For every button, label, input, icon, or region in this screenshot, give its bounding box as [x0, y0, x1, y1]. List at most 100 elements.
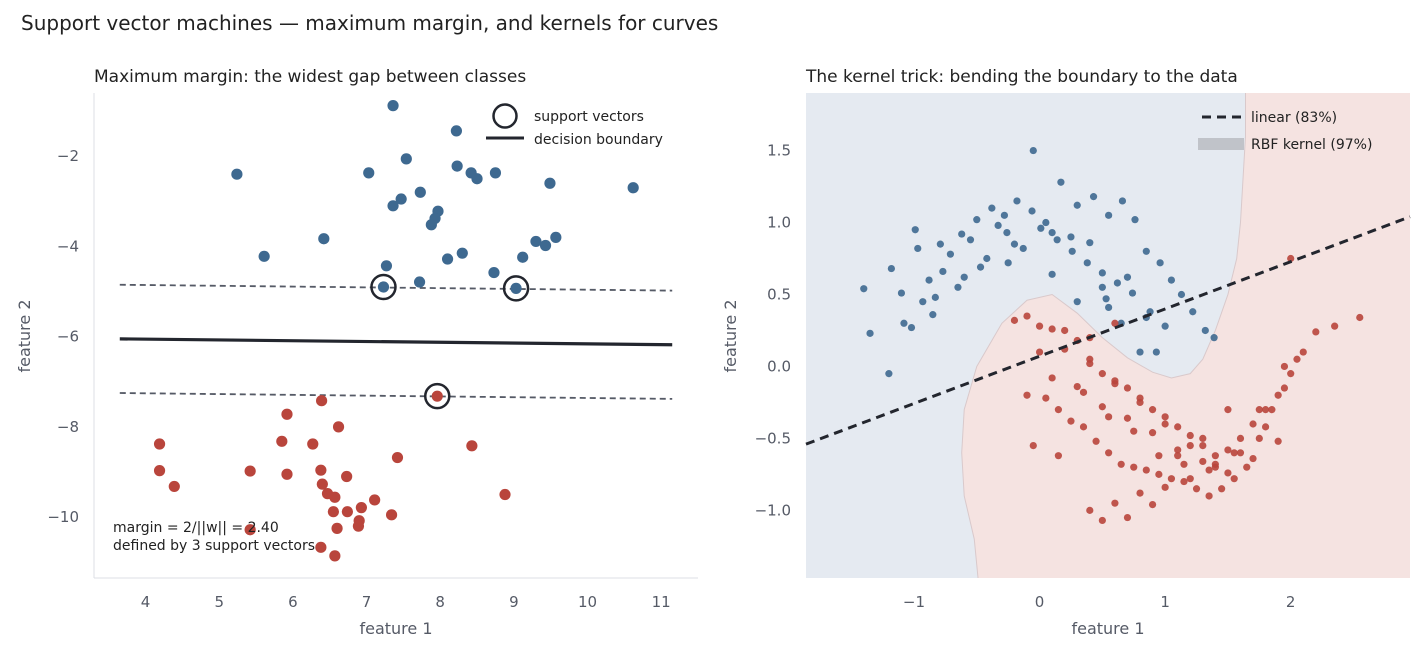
max-margin-point-class-0 [451, 160, 463, 172]
kernel-point-class-0 [1201, 326, 1209, 335]
max-margin-point-class-1 [329, 491, 341, 503]
kernel-point-class-0 [1210, 334, 1218, 342]
kernel-point-class-1 [1029, 441, 1037, 450]
kernel-point-class-1 [1054, 406, 1062, 414]
legend-support-vectors: support vectors [534, 109, 644, 125]
kernel-point-class-1 [1067, 417, 1075, 425]
kernel-point-class-1 [1255, 434, 1263, 443]
kernel-point-class-0 [1156, 259, 1164, 267]
kernel-point-class-0 [1000, 211, 1009, 219]
max-margin-point-class-1 [168, 480, 180, 493]
kernel-point-class-1 [1186, 441, 1194, 450]
max-margin-point-class-0 [363, 167, 375, 179]
kernel-point-class-0 [900, 319, 908, 327]
max-margin-point-class-1 [281, 408, 293, 420]
kernel-point-class-0 [939, 267, 947, 276]
kernel-point-class-1 [1123, 384, 1132, 392]
kernel-xtick-label: −1 [903, 593, 925, 611]
kernel-point-class-1 [1205, 466, 1213, 474]
max-margin-point-class-0 [627, 182, 639, 194]
kernel-point-class-1 [1117, 460, 1125, 468]
kernel-point-class-0 [1136, 348, 1144, 356]
kernel-point-class-0 [1123, 273, 1132, 281]
kernel-point-class-0 [897, 289, 906, 297]
kernel-point-class-0 [1189, 308, 1197, 316]
kernel-point-class-1 [1148, 406, 1157, 414]
max-margin-point-class-1 [355, 502, 367, 514]
kernel-point-class-1 [1148, 429, 1157, 437]
kernel-point-class-1 [1048, 374, 1056, 382]
max-margin-xtick-label: 8 [435, 593, 445, 611]
max-margin-point-class-0 [441, 253, 454, 265]
kernel-point-class-0 [954, 283, 962, 291]
max-margin-point-class-1 [153, 465, 166, 477]
kernel-xlabel: feature 1 [1071, 619, 1144, 638]
margin-line-upper [119, 283, 673, 292]
rbf-region-class-1 [961, 93, 1410, 578]
kernel-point-class-1 [1261, 423, 1270, 431]
kernel-point-class-0 [1028, 207, 1036, 215]
kernel-point-class-1 [1111, 319, 1119, 327]
max-margin-xtick-label: 4 [141, 593, 151, 611]
max-margin-point-class-0 [414, 186, 426, 198]
max-margin-point-class-0 [456, 247, 468, 259]
max-margin-point-class-0 [395, 193, 407, 205]
max-margin-legend: support vectors decision boundary [486, 103, 663, 148]
kernel-point-class-1 [1312, 328, 1320, 336]
kernel-point-class-1 [1199, 457, 1207, 466]
kernel-point-class-1 [1167, 475, 1176, 483]
rbf-boundary-edge [961, 93, 1246, 579]
max-margin-point-class-1 [352, 520, 365, 532]
kernel-point-class-1 [1035, 322, 1044, 330]
max-margin-xtick-label: 7 [362, 593, 372, 611]
kernel-point-class-1 [1079, 423, 1088, 431]
support-vector-ring [502, 275, 530, 302]
kernel-point-class-0 [960, 273, 968, 281]
kernel-title: The kernel trick: bending the boundary t… [805, 67, 1238, 87]
max-margin-point-class-0 [530, 235, 542, 248]
kernel-point-class-1 [1061, 326, 1069, 335]
kernel-point-class-0 [1067, 233, 1075, 241]
kernel-xtick-label: 0 [1035, 593, 1045, 611]
max-margin-ytick-label: −8 [57, 418, 79, 436]
kernel-point-class-1 [1023, 312, 1031, 320]
kernel-point-class-0 [1102, 295, 1110, 303]
kernel-point-class-0 [1042, 218, 1050, 227]
margin-annotation-line-2: defined by 3 support vectors [113, 538, 315, 554]
kernel-point-class-0 [1113, 279, 1122, 287]
max-margin-xtick-label: 6 [288, 593, 298, 611]
kernel-point-class-0 [919, 298, 927, 306]
figure-title: Support vector machines — maximum margin… [21, 11, 718, 35]
max-margin-title: Maximum margin: the widest gap between c… [94, 67, 526, 87]
kernel-point-class-1 [1249, 454, 1257, 463]
kernel-point-class-1 [1299, 348, 1307, 356]
kernel-point-class-1 [1148, 501, 1157, 509]
max-margin-point-class-1 [327, 506, 339, 518]
kernel-point-class-0 [1105, 211, 1113, 219]
kernel-point-class-0 [994, 221, 1002, 230]
kernel-point-class-1 [1236, 449, 1245, 457]
max-margin-point-class-0 [510, 282, 522, 294]
kernel-point-class-1 [1098, 370, 1106, 378]
max-margin-point-class-0 [400, 153, 412, 165]
kernel-point-class-0 [976, 263, 985, 271]
max-margin-point-class-1 [341, 470, 353, 483]
kernel-point-class-1 [1243, 463, 1251, 471]
kernel-point-class-1 [1211, 452, 1219, 460]
kernel-point-class-1 [1174, 452, 1182, 460]
max-margin-ytick-label: −10 [47, 508, 79, 526]
max-margin-point-class-1 [385, 509, 398, 521]
kernel-point-class-0 [966, 236, 975, 244]
kernel-point-class-1 [1035, 348, 1044, 356]
kernel-point-class-1 [1331, 322, 1339, 330]
kernel-xtick-label: 1 [1160, 593, 1170, 611]
kernel-point-class-1 [1356, 313, 1364, 322]
kernel-point-class-1 [1042, 394, 1050, 402]
max-margin-point-class-1 [331, 522, 343, 534]
kernel-point-class-1 [1205, 492, 1213, 500]
kernel-point-class-0 [936, 240, 944, 248]
kernel-point-class-1 [1010, 316, 1019, 324]
kernel-point-class-0 [1128, 289, 1137, 297]
kernel-ytick-label: −0.5 [755, 429, 791, 447]
max-margin-point-class-1 [341, 506, 353, 518]
